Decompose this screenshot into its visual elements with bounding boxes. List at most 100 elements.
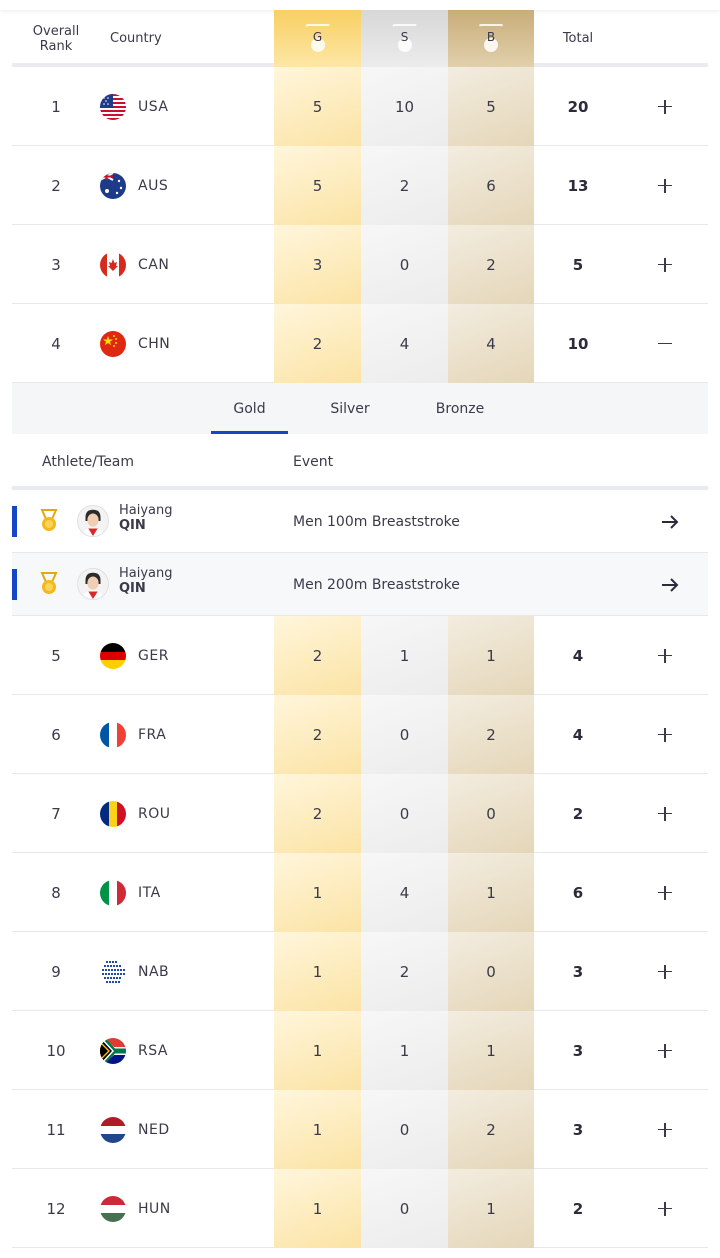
- athlete-first-name: Haiyang: [119, 566, 173, 581]
- gold-count: 2: [274, 304, 361, 383]
- country-cell[interactable]: CAN: [100, 225, 274, 304]
- country-cell[interactable]: AUS: [100, 146, 274, 225]
- country-row[interactable]: 10 RSA 1 1 1 3: [12, 1011, 708, 1090]
- athlete-first-name: Haiyang: [119, 503, 173, 518]
- gold-column-header[interactable]: G: [274, 10, 361, 67]
- country-cell[interactable]: RSA: [100, 1011, 274, 1090]
- flag-rou-icon: [100, 800, 126, 827]
- silver-column-header[interactable]: S: [361, 10, 448, 67]
- collapse-button[interactable]: [622, 304, 708, 383]
- gold-count: 1: [274, 932, 361, 1011]
- total-count: 3: [572, 962, 584, 981]
- flag-rsa-icon: [100, 1037, 126, 1064]
- rows-bottom: 5 GER 2 1 1 4 6 FRA 2 0 2 4 7 ROU 2 0 0 2 8 ITA 1 4 1 6 9 NAB 1 2 0 3…: [12, 616, 708, 1248]
- silver-count: 0: [361, 225, 448, 304]
- rank-cell: 2: [51, 176, 61, 195]
- rank-cell: 8: [51, 883, 61, 902]
- athlete-name[interactable]: Haiyang QIN: [119, 503, 173, 533]
- selection-indicator: [12, 506, 17, 537]
- country-cell[interactable]: ITA: [100, 853, 274, 932]
- expanded-country-panel: Gold Silver Bronze Athlete/Team Event Ha…: [12, 383, 708, 616]
- bronze-medal-icon: B: [477, 23, 505, 54]
- country-cell[interactable]: USA: [100, 67, 274, 146]
- athlete-row[interactable]: Haiyang QIN Men 100m Breaststroke: [12, 490, 708, 553]
- rank-cell: 6: [51, 725, 61, 744]
- expand-button[interactable]: [622, 932, 708, 1011]
- country-cell[interactable]: NAB: [100, 932, 274, 1011]
- silver-count: 1: [361, 616, 448, 695]
- event-name: Men 100m Breaststroke: [293, 513, 460, 530]
- silver-count: 0: [361, 695, 448, 774]
- country-row[interactable]: 3 CAN 3 0 2 5: [12, 225, 708, 304]
- country-row[interactable]: 11 NED 1 0 2 3: [12, 1090, 708, 1169]
- total-count: 5: [572, 255, 584, 274]
- arrow-right-icon[interactable]: [660, 512, 680, 532]
- plus-icon: [656, 647, 674, 665]
- country-row[interactable]: 1 USA 5 10 5 20: [12, 67, 708, 146]
- country-cell[interactable]: ROU: [100, 774, 274, 853]
- country-cell[interactable]: GER: [100, 616, 274, 695]
- country-cell[interactable]: HUN: [100, 1169, 274, 1248]
- gold-count: 2: [274, 616, 361, 695]
- country-row[interactable]: 7 ROU 2 0 0 2: [12, 774, 708, 853]
- total-count: 6: [572, 883, 584, 902]
- country-row[interactable]: 8 ITA 1 4 1 6: [12, 853, 708, 932]
- athlete-name[interactable]: Haiyang QIN: [119, 566, 173, 596]
- total-count: 13: [567, 176, 589, 195]
- expand-button[interactable]: [622, 853, 708, 932]
- flag-chn-icon: [100, 330, 126, 357]
- silver-count: 4: [361, 853, 448, 932]
- expand-button[interactable]: [622, 1011, 708, 1090]
- expand-button[interactable]: [622, 695, 708, 774]
- flag-nab-icon: [100, 958, 126, 985]
- plus-icon: [656, 98, 674, 116]
- country-row[interactable]: 6 FRA 2 0 2 4: [12, 695, 708, 774]
- country-row[interactable]: 4 CHN 2 4 4 10: [12, 304, 708, 383]
- tab-bronze[interactable]: Bronze: [435, 400, 485, 417]
- country-row[interactable]: 5 GER 2 1 1 4: [12, 616, 708, 695]
- rank-cell: 12: [46, 1199, 66, 1218]
- flag-fra-icon: [100, 721, 126, 748]
- bronze-count: 6: [448, 146, 534, 225]
- table-header: Overall Rank Country G S B Total: [12, 10, 708, 67]
- expand-button[interactable]: [622, 774, 708, 853]
- country-cell[interactable]: NED: [100, 1090, 274, 1169]
- medal-table: Overall Rank Country G S B Total 1 USA 5 10…: [12, 10, 708, 1248]
- tab-gold[interactable]: Gold: [211, 383, 288, 434]
- flag-ger-icon: [100, 642, 126, 669]
- gold-header-label: G: [312, 29, 323, 44]
- expand-button[interactable]: [622, 1169, 708, 1248]
- bronze-count: 2: [448, 225, 534, 304]
- gold-count: 5: [274, 67, 361, 146]
- athlete-row[interactable]: Haiyang QIN Men 200m Breaststroke: [12, 553, 708, 616]
- expand-button[interactable]: [622, 67, 708, 146]
- rank-column-header: Overall Rank: [12, 10, 100, 67]
- silver-header-label: S: [400, 29, 409, 44]
- expand-button[interactable]: [622, 616, 708, 695]
- rank-cell: 7: [51, 804, 61, 823]
- bronze-count: 0: [448, 774, 534, 853]
- total-column-header[interactable]: Total: [562, 31, 594, 46]
- expand-button[interactable]: [622, 1090, 708, 1169]
- country-row[interactable]: 2 AUS 5 2 6 13: [12, 146, 708, 225]
- flag-ita-icon: [100, 879, 126, 906]
- country-cell[interactable]: FRA: [100, 695, 274, 774]
- silver-count: 4: [361, 304, 448, 383]
- expand-button[interactable]: [622, 146, 708, 225]
- bronze-count: 2: [448, 695, 534, 774]
- total-count: 2: [572, 1199, 584, 1218]
- gold-medal-icon: G: [304, 23, 332, 54]
- minus-icon: [656, 335, 674, 353]
- country-code: FRA: [138, 726, 167, 743]
- tab-silver[interactable]: Silver: [330, 400, 370, 417]
- total-count: 4: [572, 725, 584, 744]
- bronze-count: 4: [448, 304, 534, 383]
- country-row[interactable]: 9 NAB 1 2 0 3: [12, 932, 708, 1011]
- bronze-column-header[interactable]: B: [448, 10, 534, 67]
- silver-count: 1: [361, 1011, 448, 1090]
- expand-button[interactable]: [622, 225, 708, 304]
- country-code: AUS: [138, 177, 169, 194]
- country-row[interactable]: 12 HUN 1 0 1 2: [12, 1169, 708, 1248]
- country-cell[interactable]: CHN: [100, 304, 274, 383]
- arrow-right-icon[interactable]: [660, 575, 680, 595]
